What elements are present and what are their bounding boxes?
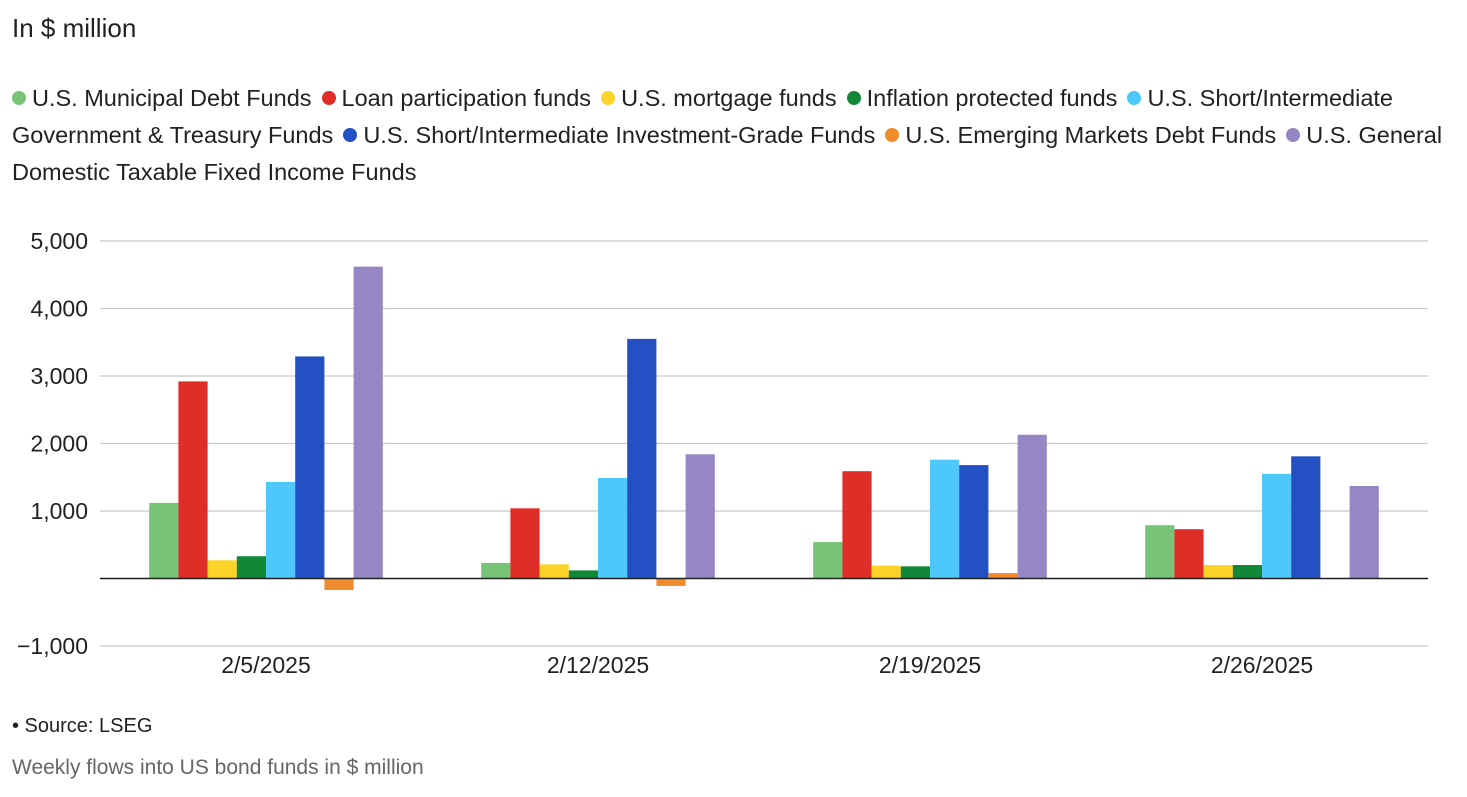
legend-item: U.S. Short/Intermediate Government & Tre… xyxy=(12,85,1393,148)
source-note: • Source: LSEG xyxy=(12,715,153,737)
chart-subtitle: In $ million xyxy=(12,13,137,43)
legend-label: U.S. Short/Intermediate Investment-Grade… xyxy=(363,122,876,148)
bar xyxy=(598,477,628,579)
bar xyxy=(627,338,657,579)
y-tick-label: 2,000 xyxy=(30,431,88,457)
chart-caption: Weekly flows into US bond funds in $ mil… xyxy=(12,756,424,779)
legend-label: Loan participation funds xyxy=(341,85,592,111)
bar xyxy=(568,570,598,579)
bar xyxy=(1349,486,1379,579)
bar xyxy=(1017,434,1047,579)
x-tick-label: 2/5/2025 xyxy=(221,652,311,678)
bar-chart: 5,000 4,000 3,000 2,000 1,000 −1,000 2/5/2025 2… xyxy=(17,228,1428,678)
legend-label: U.S. General Domestic Taxable Fixed Inco… xyxy=(12,122,1443,185)
bar xyxy=(930,459,960,579)
chart-legend: U.S. Municipal Debt Funds Loan participat… xyxy=(12,80,1452,191)
x-tick-label: 2/26/2025 xyxy=(1211,652,1313,678)
legend-swatch xyxy=(343,128,358,142)
bar xyxy=(353,266,383,579)
legend-item: Inflation protected funds xyxy=(846,85,1118,111)
legend-item: U.S. Short/Intermediate Investment-Grade… xyxy=(343,122,875,148)
legend-swatch xyxy=(601,91,616,105)
bar xyxy=(510,508,540,579)
legend-label: U.S. Emerging Markets Debt Funds xyxy=(905,122,1277,148)
bar xyxy=(1203,565,1233,579)
legend-item: U.S. Emerging Markets Debt Funds xyxy=(885,122,1276,148)
legend-swatch xyxy=(321,91,336,105)
legend-swatch xyxy=(12,91,26,105)
legend-item: Loan participation funds xyxy=(321,85,592,111)
legend-swatch xyxy=(1127,91,1142,105)
bar xyxy=(207,560,237,579)
legend-item: U.S. mortgage funds xyxy=(601,85,837,111)
legend-swatch xyxy=(846,91,861,105)
legend-item: U.S. Municipal Debt Funds xyxy=(12,85,312,111)
bar xyxy=(236,556,266,579)
bar xyxy=(1262,473,1292,579)
bar xyxy=(959,465,989,579)
bar xyxy=(266,481,296,579)
bar xyxy=(539,564,569,579)
y-tick-label: 3,000 xyxy=(30,363,88,389)
bar xyxy=(149,502,179,579)
bar xyxy=(1291,456,1321,579)
y-tick-label: −1,000 xyxy=(17,633,88,659)
x-tick-label: 2/19/2025 xyxy=(879,652,981,678)
bar xyxy=(178,381,208,579)
bar xyxy=(871,565,901,579)
bar xyxy=(988,573,1018,579)
x-tick-label: 2/12/2025 xyxy=(547,652,649,678)
bar xyxy=(481,562,511,579)
bar xyxy=(324,578,354,590)
y-tick-label: 1,000 xyxy=(30,498,88,524)
y-tick-label: 4,000 xyxy=(30,296,88,322)
legend-label: U.S. Short/Intermediate Government & Tre… xyxy=(12,85,1393,148)
legend-label: Inflation protected funds xyxy=(866,85,1118,111)
bar xyxy=(295,356,325,579)
bar xyxy=(1232,565,1262,579)
bar xyxy=(685,454,715,579)
legend-swatch xyxy=(1286,128,1301,142)
y-tick-label: 5,000 xyxy=(30,228,88,254)
bar xyxy=(813,542,843,579)
bar xyxy=(900,566,930,579)
bar xyxy=(1145,525,1175,579)
bar xyxy=(656,578,686,586)
bar xyxy=(1174,529,1204,579)
legend-label: U.S. mortgage funds xyxy=(621,85,837,111)
legend-item: U.S. General Domestic Taxable Fixed Inco… xyxy=(12,122,1442,185)
legend-swatch xyxy=(885,128,900,142)
legend-label: U.S. Municipal Debt Funds xyxy=(32,85,312,111)
bar xyxy=(842,471,872,579)
